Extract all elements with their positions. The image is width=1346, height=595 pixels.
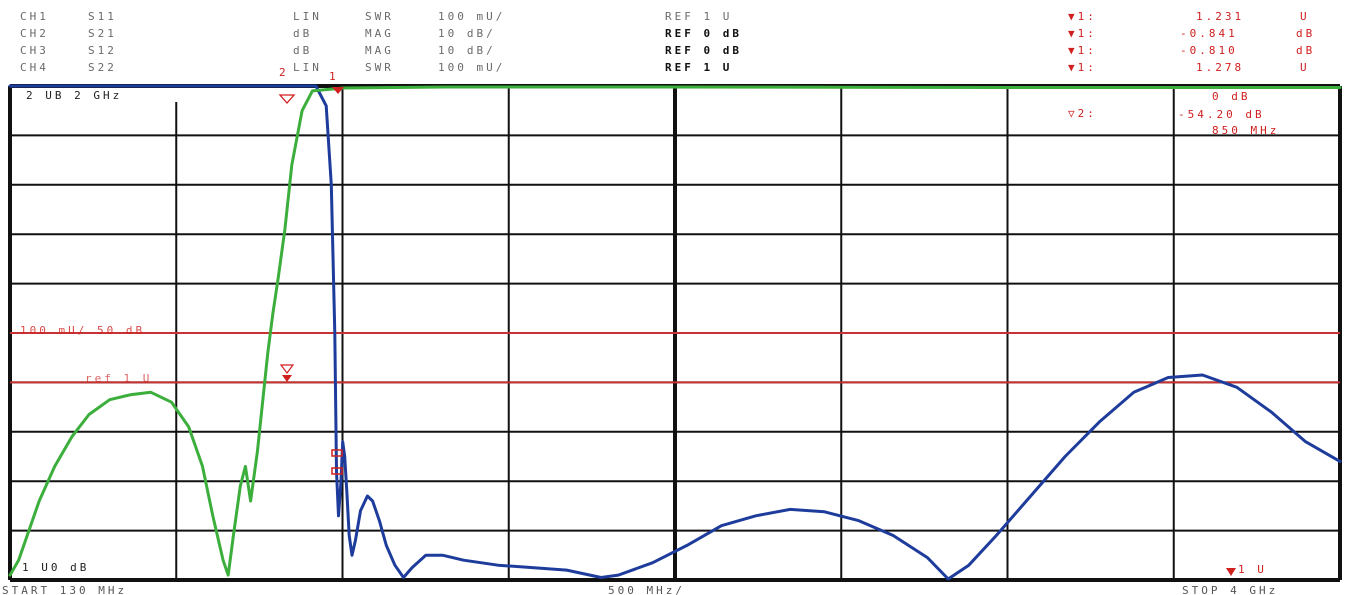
ch3-format: dB (293, 44, 313, 57)
ch3-ref: REF 0 dB (665, 44, 742, 57)
ch4-ref: REF 1 U (665, 61, 733, 74)
ch2-id: CH2 (20, 27, 49, 40)
delta-marker-line1: 0 dB (1212, 90, 1251, 103)
mid-scale-label: 100 mU/ 50 dB (20, 324, 145, 337)
ch1-id: CH1 (20, 10, 49, 23)
bottom-right-label: 1 U (1238, 563, 1267, 576)
marker1-ch2-label: ▼1: (1068, 27, 1097, 40)
ch4-scale: 100 mU/ (438, 61, 506, 74)
start-frequency-label: START 130 MHz (2, 584, 127, 595)
ch4-param: S22 (88, 61, 117, 74)
marker1-ch4-label: ▼1: (1068, 61, 1097, 74)
delta-marker-line2: -54.20 dB (1178, 108, 1265, 121)
ch3-scale: 10 dB/ (438, 44, 496, 57)
marker-2-tag: 2 (279, 66, 289, 79)
marker1-ch3-unit: dB (1296, 44, 1316, 57)
ch1-mode: SWR (365, 10, 394, 23)
ch2-param: S21 (88, 27, 117, 40)
mid-ref-label: ref 1 U (85, 372, 152, 385)
green-trace-marker (279, 364, 295, 382)
trace-scale-label: 2 UB 2 GHz (26, 89, 122, 102)
ch1-param: S11 (88, 10, 117, 23)
ch1-scale: 100 mU/ (438, 10, 506, 23)
marker1-ch1-value: 1.231 (1196, 10, 1245, 23)
ch3-param: S12 (88, 44, 117, 57)
ch2-mode: MAG (365, 27, 394, 40)
trace-1 (8, 85, 1342, 577)
marker1-ch1-unit: U (1300, 10, 1310, 23)
ch4-format: LIN (293, 61, 322, 74)
bottom-right-marker-icon (1226, 568, 1236, 576)
marker-1-symbol (332, 87, 344, 94)
marker1-ch1-label: ▼1: (1068, 10, 1097, 23)
marker-2-symbol (278, 94, 296, 104)
bottom-left-label: 1 U0 dB (22, 561, 89, 574)
ch2-scale: 10 dB/ (438, 27, 496, 40)
ch3-id: CH3 (20, 44, 49, 57)
marker1-ch4-unit: U (1300, 61, 1310, 74)
frequency-per-division-label: 500 MHz/ (608, 584, 685, 595)
stop-frequency-label: STOP 4 GHz (1182, 584, 1278, 595)
marker1-ch3-value: -0.810 (1180, 44, 1238, 57)
ch1-format: LIN (293, 10, 322, 23)
limit-lines (10, 332, 1340, 384)
marker1-ch3-label: ▼1: (1068, 44, 1097, 57)
blue-trace-marker (331, 449, 343, 475)
marker1-ch2-value: -0.841 (1180, 27, 1238, 40)
ch2-format: dB (293, 27, 313, 40)
header-panel: CH1 S11 LIN SWR 100 mU/ REF 1 U CH2 S21 … (0, 0, 1346, 84)
marker-1-tag: 1 (329, 70, 339, 83)
marker1-ch2-unit: dB (1296, 27, 1316, 40)
traces (8, 84, 1342, 581)
ch4-id: CH4 (20, 61, 49, 74)
delta-marker-label: ▽2: (1068, 107, 1097, 120)
marker1-ch4-value: 1.278 (1196, 61, 1245, 74)
trace-0 (8, 84, 1342, 581)
delta-marker-line3: 850 MHz (1212, 124, 1279, 137)
ch2-ref: REF 0 dB (665, 27, 742, 40)
ch4-mode: SWR (365, 61, 394, 74)
ch1-ref: REF 1 U (665, 10, 733, 23)
ch3-mode: MAG (365, 44, 394, 57)
